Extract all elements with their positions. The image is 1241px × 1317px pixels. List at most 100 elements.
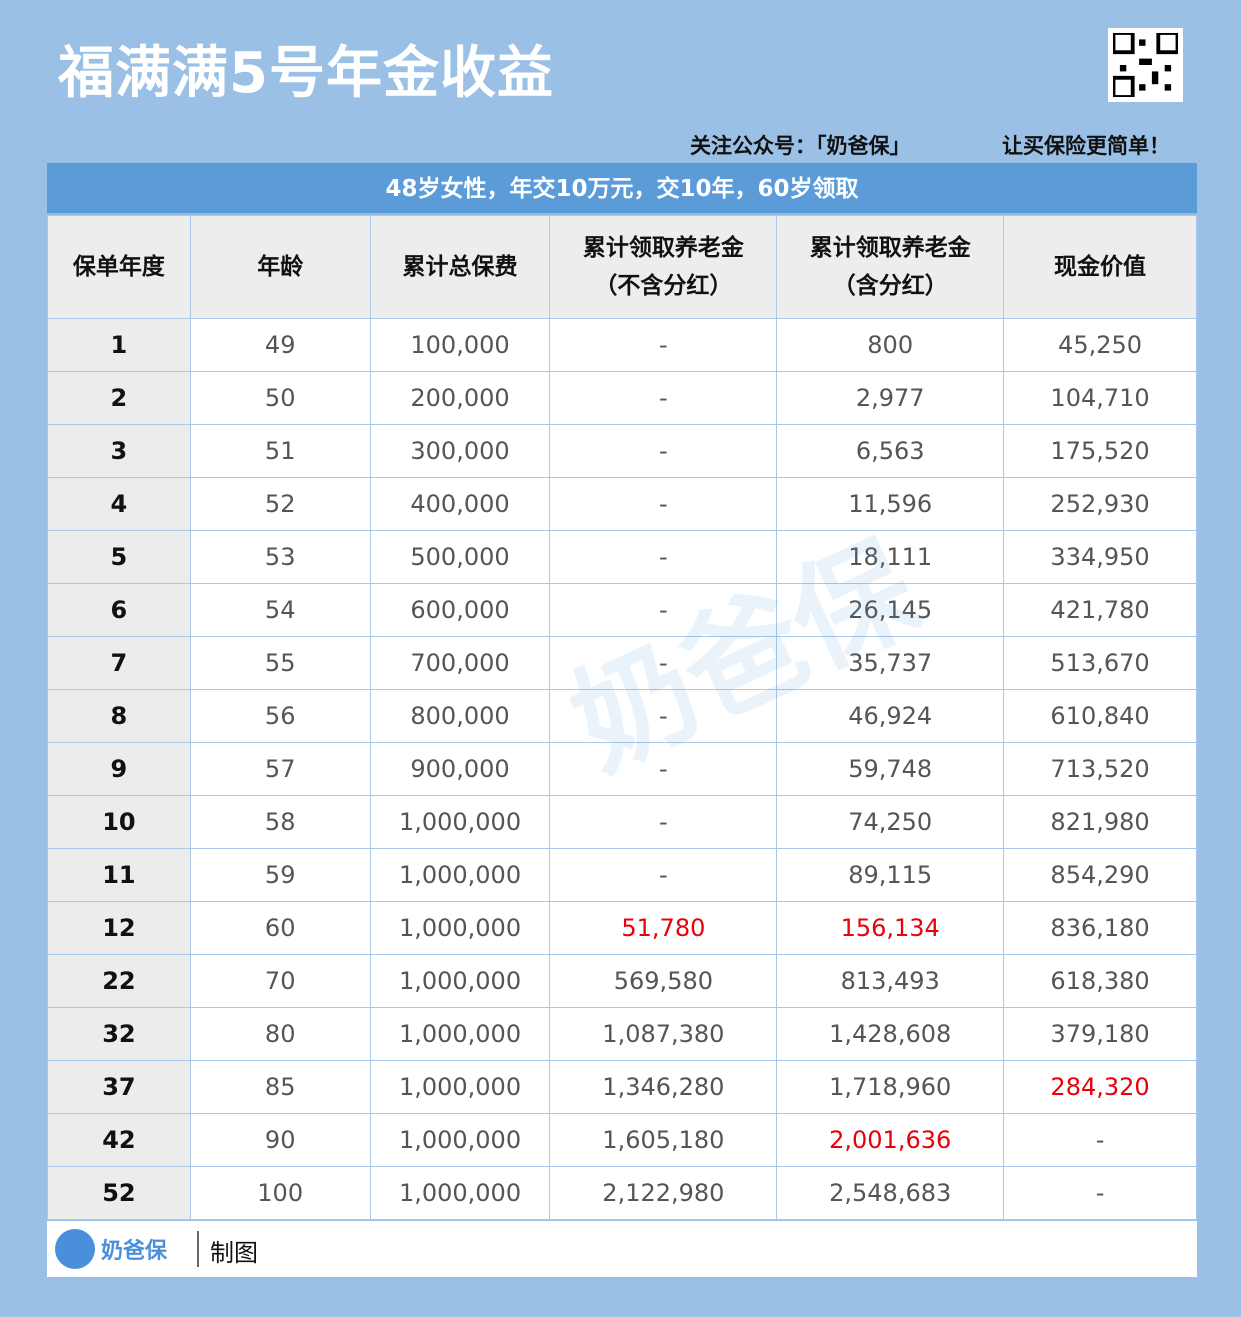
slogan: 让买保险更简单！ [1002,134,1170,158]
table-cell: - [549,371,778,425]
table-cell: 58 [189,795,371,849]
table-cell: 53 [189,530,371,584]
table-cell: 1,000,000 [369,1113,551,1167]
table-cell: 1,000,000 [369,1007,551,1061]
table-cell: 156,134 [776,901,1005,955]
table-cell: 74,250 [776,795,1005,849]
table-row: 2 50 200,000-2,977 104,710 [47,371,1197,425]
table-row: 1 49 100,000-800 45,250 [47,318,1197,372]
table-row: 6 54 600,000-26,145 421,780 [47,583,1197,637]
table-cell: 821,980 [1003,795,1197,849]
column-header: 年龄 [189,215,371,319]
table-cell: 800 [776,318,1005,372]
table-cell: 3 [47,424,191,478]
column-header: 累计领取养老金 （含分红） [776,215,1005,319]
table-row: 42 90 1,000,000 1,605,180 2,001,636- [47,1113,1197,1167]
table-cell: 4 [47,477,191,531]
table-cell: 50 [189,371,371,425]
table-cell: 51,780 [549,901,778,955]
table-cell: 12 [47,901,191,955]
table-cell: 284,320 [1003,1060,1197,1114]
column-header: 保单年度 [47,215,191,319]
table-cell: - [1003,1166,1197,1220]
table-row: 4 52 400,000-11,596 252,930 [47,477,1197,531]
table-cell: 60 [189,901,371,955]
table-cell: 54 [189,583,371,637]
table-cell: 5 [47,530,191,584]
page-title: 福满满5号年金收益 [58,41,554,106]
table-cell: 175,520 [1003,424,1197,478]
table-cell: 1,000,000 [369,954,551,1008]
logo-icon [55,1229,95,1269]
table-cell: - [549,636,778,690]
table-cell: 1,718,960 [776,1060,1005,1114]
table-row: 10 58 1,000,000-74,250 821,980 [47,795,1197,849]
table-cell: 46,924 [776,689,1005,743]
table-row: 3 51 300,000-6,563 175,520 [47,424,1197,478]
table-row: 32 80 1,000,000 1,087,380 1,428,608 379,180 [47,1007,1197,1061]
table-cell: 1,087,380 [549,1007,778,1061]
table-cell: - [549,583,778,637]
table-cell: 2,122,980 [549,1166,778,1220]
table-cell: 1 [47,318,191,372]
table-cell: 800,000 [369,689,551,743]
table-cell: 8 [47,689,191,743]
table-cell: 100 [189,1166,371,1220]
table-cell: 500,000 [369,530,551,584]
table-cell: - [549,424,778,478]
table-cell: 421,780 [1003,583,1197,637]
table-cell: 1,346,280 [549,1060,778,1114]
table-cell: - [549,318,778,372]
table-cell: 89,115 [776,848,1005,902]
table-cell: 836,180 [1003,901,1197,955]
table-cell: 51 [189,424,371,478]
column-header: 现金价值 [1003,215,1197,319]
made-by: 制图 [210,1239,258,1267]
table-cell: 56 [189,689,371,743]
table-cell: 1,000,000 [369,1060,551,1114]
table-cell: 55 [189,636,371,690]
table-row: 52 100 1,000,000 2,122,980 2,548,683- [47,1166,1197,1220]
table-cell: - [549,742,778,796]
table-cell: 9 [47,742,191,796]
table-cell: 32 [47,1007,191,1061]
table-cell: 100,000 [369,318,551,372]
table-cell: 379,180 [1003,1007,1197,1061]
footer: 奶爸保 制图 [47,1221,1197,1277]
table-row: 37 85 1,000,000 1,346,280 1,718,960 284,320 [47,1060,1197,1114]
table-cell: - [549,689,778,743]
table-row: 8 56 800,000-46,924 610,840 [47,689,1197,743]
table-cell: 700,000 [369,636,551,690]
table-cell: 600,000 [369,583,551,637]
table-cell: 52 [189,477,371,531]
table-cell: 37 [47,1060,191,1114]
table-cell: 300,000 [369,424,551,478]
table-cell: 2,548,683 [776,1166,1005,1220]
table-cell: 57 [189,742,371,796]
table-cell: 900,000 [369,742,551,796]
table-banner: 48岁女性，年交10万元，交10年，60岁领取 [47,163,1197,215]
table-cell: 2 [47,371,191,425]
table-cell: 35,737 [776,636,1005,690]
table-cell: 610,840 [1003,689,1197,743]
table-cell: 813,493 [776,954,1005,1008]
table-cell: 334,950 [1003,530,1197,584]
table-cell: 7 [47,636,191,690]
table-cell: 569,580 [549,954,778,1008]
table-cell: 1,000,000 [369,795,551,849]
logo: 奶爸保 [55,1229,167,1269]
table-row: 9 57 900,000-59,748 713,520 [47,742,1197,796]
table-cell: 104,710 [1003,371,1197,425]
logo-text: 奶爸保 [101,1239,168,1264]
table-cell: 513,670 [1003,636,1197,690]
table-cell: 1,428,608 [776,1007,1005,1061]
table-cell: 45,250 [1003,318,1197,372]
table-cell: 11 [47,848,191,902]
table-cell: 85 [189,1060,371,1114]
table-cell: 400,000 [369,477,551,531]
table-cell: 59,748 [776,742,1005,796]
divider [197,1231,199,1267]
table-cell: - [549,795,778,849]
table-cell: - [1003,1113,1197,1167]
table-cell: 2,001,636 [776,1113,1005,1167]
